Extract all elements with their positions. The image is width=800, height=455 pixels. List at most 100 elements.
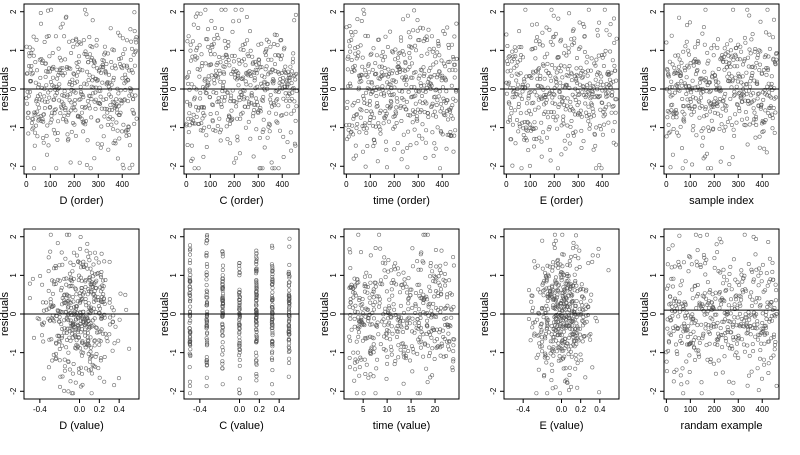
scatter-point — [666, 340, 671, 345]
scatter-point — [504, 32, 509, 37]
scatter-point — [131, 97, 136, 102]
scatter-point — [595, 82, 600, 87]
scatter-point — [579, 282, 584, 287]
scatter-point — [359, 320, 364, 325]
scatter-point — [750, 64, 755, 69]
scatter-point — [226, 58, 231, 63]
scatter-point — [578, 45, 583, 50]
scatter-point — [428, 81, 433, 86]
scatter-point — [34, 99, 39, 104]
scatter-point — [418, 296, 423, 301]
scatter-point — [561, 329, 566, 334]
scatter-point — [582, 24, 587, 29]
scatter-point — [757, 68, 762, 73]
scatter-point — [85, 316, 90, 321]
scatter-point — [383, 34, 388, 39]
scatter-point — [395, 141, 400, 146]
scatter-point — [291, 51, 296, 56]
scatter-point — [120, 36, 125, 41]
scatter-point — [61, 94, 66, 99]
scatter-point — [544, 320, 549, 325]
scatter-point — [373, 61, 378, 66]
scatter-point — [568, 254, 573, 259]
scatter-point — [704, 311, 709, 316]
scatter-point — [345, 99, 350, 104]
scatter-point — [92, 339, 97, 344]
scatter-point — [95, 294, 100, 299]
scatter-point — [511, 86, 516, 91]
scatter-point — [287, 262, 292, 267]
scatter-point — [348, 29, 353, 34]
scatter-point — [720, 99, 725, 104]
scatter-point — [225, 137, 230, 142]
scatter-point — [377, 64, 382, 69]
scatter-point — [551, 349, 556, 354]
scatter-point — [262, 145, 267, 150]
scatter-point — [558, 80, 563, 85]
scatter-point — [614, 78, 619, 83]
scatter-point — [707, 90, 712, 95]
scatter-point — [86, 287, 91, 292]
scatter-point — [79, 353, 84, 358]
scatter-point — [277, 53, 282, 58]
scatter-point — [232, 160, 237, 165]
scatter-point — [386, 304, 391, 309]
scatter-point — [98, 289, 103, 294]
scatter-point — [579, 146, 584, 151]
scatter-point — [374, 366, 379, 371]
scatter-point — [684, 92, 689, 97]
scatter-point — [60, 374, 65, 379]
scatter-point — [352, 63, 357, 68]
scatter-point — [127, 68, 132, 73]
scatter-point — [510, 95, 515, 100]
scatter-point — [93, 97, 98, 102]
scatter-point — [560, 75, 565, 80]
scatter-point — [386, 119, 391, 124]
scatter-point — [269, 160, 274, 165]
scatter-point — [371, 144, 376, 149]
scatter-point — [212, 36, 217, 41]
scatter-point — [546, 127, 551, 132]
scatter-point — [426, 302, 431, 307]
scatter-point — [44, 307, 49, 312]
scatter-point — [78, 67, 83, 72]
scatter-point — [719, 302, 724, 307]
scatter-point — [708, 101, 713, 106]
scatter-point — [436, 43, 441, 48]
scatter-point — [416, 323, 421, 328]
scatter-point — [383, 139, 388, 144]
scatter-point — [80, 297, 85, 302]
scatter-point — [393, 47, 398, 52]
scatter-point — [738, 44, 743, 49]
scatter-point — [412, 110, 417, 115]
scatter-point — [254, 340, 259, 345]
scatter-point — [538, 73, 543, 78]
scatter-point — [188, 247, 193, 252]
y-tick-label: 2 — [329, 9, 338, 14]
scatter-point — [250, 54, 255, 59]
scatter-point — [769, 74, 774, 79]
scatter-point — [569, 354, 574, 359]
scatter-point — [370, 111, 375, 116]
scatter-point — [401, 17, 406, 22]
scatter-point — [698, 304, 703, 309]
scatter-point — [221, 276, 226, 281]
scatter-point — [270, 349, 275, 354]
scatter-point — [234, 104, 239, 109]
scatter-point — [50, 358, 55, 363]
scatter-point — [26, 64, 31, 69]
scatter-point — [604, 28, 609, 33]
scatter-point — [114, 120, 119, 125]
scatter-point — [445, 323, 450, 328]
scatter-point — [413, 310, 418, 315]
scatter-point — [589, 56, 594, 61]
scatter-point — [408, 143, 413, 148]
scatter-point — [215, 124, 220, 129]
scatter-point — [258, 166, 263, 171]
scatter-point — [110, 65, 115, 70]
scatter-point — [55, 137, 60, 142]
scatter-point — [720, 333, 725, 338]
scatter-point — [112, 48, 117, 53]
scatter-point — [427, 47, 432, 52]
